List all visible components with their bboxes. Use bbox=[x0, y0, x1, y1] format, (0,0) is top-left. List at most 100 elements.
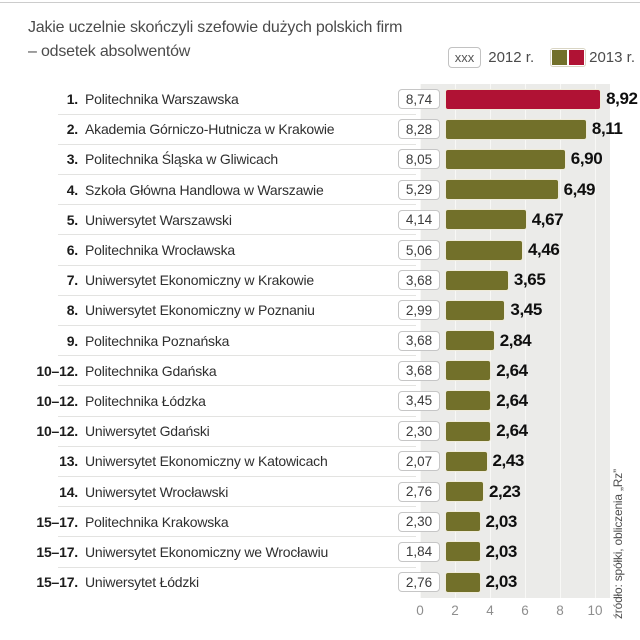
bar-2013 bbox=[445, 148, 566, 170]
rows: 1. Politechnika Warszawska 8,74 8,92 2. Akade… bbox=[0, 84, 640, 597]
table-row: 10–12. Politechnika Gdańska 3,68 2,64 bbox=[0, 356, 640, 387]
row-university-name: Uniwersytet Ekonomiczny we Wrocławiu bbox=[85, 543, 329, 560]
table-row: 15–17. Uniwersytet Łódzki 2,76 2,03 bbox=[0, 567, 640, 597]
value-2012-box: 3,68 bbox=[398, 270, 440, 291]
legend-swatch-olive bbox=[552, 50, 568, 65]
value-2013-label: 2,03 bbox=[485, 511, 518, 531]
row-rank: 6. bbox=[66, 242, 78, 259]
bar-track: 2,64 bbox=[445, 356, 640, 386]
bar-track: 2,64 bbox=[445, 386, 640, 416]
value-2012-box: 3,68 bbox=[398, 330, 440, 351]
row-university-name: Politechnika Krakowska bbox=[85, 513, 229, 530]
row-rank: 9. bbox=[66, 332, 78, 349]
bar-2013 bbox=[445, 481, 484, 503]
bar-2013 bbox=[445, 299, 506, 321]
row-rank: 2. bbox=[66, 121, 78, 138]
table-row: 3. Politechnika Śląska w Gliwicach 8,05 6,9… bbox=[0, 144, 640, 176]
bar-track: 2,43 bbox=[445, 446, 640, 476]
table-row: 4. Szkoła Główna Handlowa w Warszawie 5,29… bbox=[0, 175, 640, 206]
row-rank: 14. bbox=[59, 483, 78, 500]
value-2012-box: 4,14 bbox=[398, 209, 440, 230]
bar-track: 2,03 bbox=[445, 567, 640, 597]
row-university-name: Uniwersytet Łódzki bbox=[85, 574, 199, 591]
row-university-name: Uniwersytet Ekonomiczny w Krakowie bbox=[85, 272, 314, 289]
bar-track: 2,03 bbox=[445, 537, 640, 567]
table-row: 13. Uniwersytet Ekonomiczny w Katowicach 2… bbox=[0, 446, 640, 478]
row-rank: 7. bbox=[66, 272, 78, 289]
value-2013-label: 2,23 bbox=[489, 481, 521, 501]
bar-track: 3,45 bbox=[445, 295, 640, 325]
value-2013-label: 6,90 bbox=[570, 149, 603, 169]
value-2012-box: 3,45 bbox=[398, 390, 440, 411]
bar-track: 8,11 bbox=[445, 114, 640, 144]
value-2012-box: 5,29 bbox=[398, 179, 440, 200]
row-university-name: Uniwersytet Gdański bbox=[85, 423, 210, 440]
table-row: 9. Politechnika Poznańska 3,68 2,84 bbox=[0, 326, 640, 357]
row-university-name: Uniwersytet Warszawski bbox=[85, 211, 232, 228]
bar-2013 bbox=[445, 450, 488, 472]
bar-track: 6,90 bbox=[445, 144, 640, 174]
legend-2012-box: xxx bbox=[447, 47, 482, 68]
value-2012-box: 3,68 bbox=[398, 360, 440, 381]
bar-track: 2,03 bbox=[445, 507, 640, 537]
row-university-name: Politechnika Śląska w Gliwicach bbox=[85, 151, 278, 168]
row-university-name: Uniwersytet Wrocławski bbox=[85, 483, 229, 500]
bar-chart: 1. Politechnika Warszawska 8,74 8,92 2. Akade… bbox=[0, 84, 640, 640]
value-2013-label: 2,64 bbox=[496, 390, 528, 410]
bar-track: 8,92 bbox=[445, 84, 640, 114]
table-row: 7. Uniwersytet Ekonomiczny w Krakowie 3,68… bbox=[0, 265, 640, 297]
value-2013-label: 4,46 bbox=[528, 240, 560, 260]
table-row: 1. Politechnika Warszawska 8,74 8,92 bbox=[0, 84, 640, 115]
legend: xxx 2012 r. 2013 r. bbox=[447, 47, 635, 68]
row-rank: 13. bbox=[59, 453, 78, 470]
row-rank: 5. bbox=[66, 211, 78, 228]
value-2013-label: 2,03 bbox=[485, 541, 518, 561]
legend-2013-label: 2013 r. bbox=[589, 49, 635, 66]
table-row: 10–12. Uniwersytet Gdański 2,30 2,64 bbox=[0, 416, 640, 447]
chart-title-line2: – odsetek absolwentów bbox=[28, 43, 191, 60]
bar-2013 bbox=[445, 420, 492, 442]
bar-track: 2,23 bbox=[445, 476, 640, 506]
bar-track: 3,65 bbox=[445, 265, 640, 295]
value-2013-label: 6,49 bbox=[563, 179, 596, 199]
row-university-name: Politechnika Warszawska bbox=[85, 91, 239, 108]
bar-2013 bbox=[445, 269, 509, 291]
value-2012-box: 2,99 bbox=[398, 300, 440, 321]
bar-track: 4,46 bbox=[445, 235, 640, 265]
bar-track: 2,64 bbox=[445, 416, 640, 446]
row-university-name: Politechnika Poznańska bbox=[85, 332, 230, 349]
row-rank: 15–17. bbox=[36, 574, 78, 591]
table-row: 2. Akademia Górniczo-Hutnicza w Krakowie 8… bbox=[0, 114, 640, 146]
bar-2013 bbox=[445, 239, 523, 261]
value-2012-box: 8,28 bbox=[398, 119, 440, 140]
value-2013-label: 2,64 bbox=[496, 421, 528, 441]
bar-2013 bbox=[445, 118, 587, 140]
table-row: 6. Politechnika Wrocławska 5,06 4,46 bbox=[0, 235, 640, 266]
bar-2013 bbox=[445, 571, 481, 593]
value-2013-label: 2,84 bbox=[499, 330, 532, 350]
value-2012-box: 8,74 bbox=[398, 89, 440, 110]
legend-2013-swatch bbox=[550, 48, 587, 67]
table-row: 15–17. Politechnika Krakowska 2,30 2,03 bbox=[0, 507, 640, 538]
x-axis-tick: 4 bbox=[486, 603, 494, 618]
x-axis-tick: 2 bbox=[451, 603, 459, 618]
value-2013-label: 2,64 bbox=[496, 360, 528, 380]
value-2012-box: 5,06 bbox=[398, 240, 440, 261]
value-2012-box: 2,76 bbox=[398, 481, 440, 502]
top-divider bbox=[0, 2, 640, 3]
bar-2013 bbox=[445, 330, 495, 352]
bar-track: 2,84 bbox=[445, 326, 640, 356]
value-2013-label: 3,65 bbox=[513, 270, 546, 290]
x-axis-tick: 6 bbox=[521, 603, 529, 618]
table-row: 15–17. Uniwersytet Ekonomiczny we Wrocław… bbox=[0, 537, 640, 568]
row-rank: 8. bbox=[66, 302, 78, 319]
row-rank: 3. bbox=[66, 151, 78, 168]
bar-2013 bbox=[445, 179, 559, 201]
row-university-name: Uniwersytet Ekonomiczny w Katowicach bbox=[85, 453, 328, 470]
row-rank: 10–12. bbox=[36, 423, 78, 440]
row-university-name: Politechnika Wrocławska bbox=[85, 242, 235, 259]
value-2012-box: 2,30 bbox=[398, 511, 440, 532]
bar-2013-highlight bbox=[445, 88, 602, 110]
x-axis-tick: 10 bbox=[587, 603, 603, 618]
value-2013-label: 3,45 bbox=[510, 300, 542, 320]
